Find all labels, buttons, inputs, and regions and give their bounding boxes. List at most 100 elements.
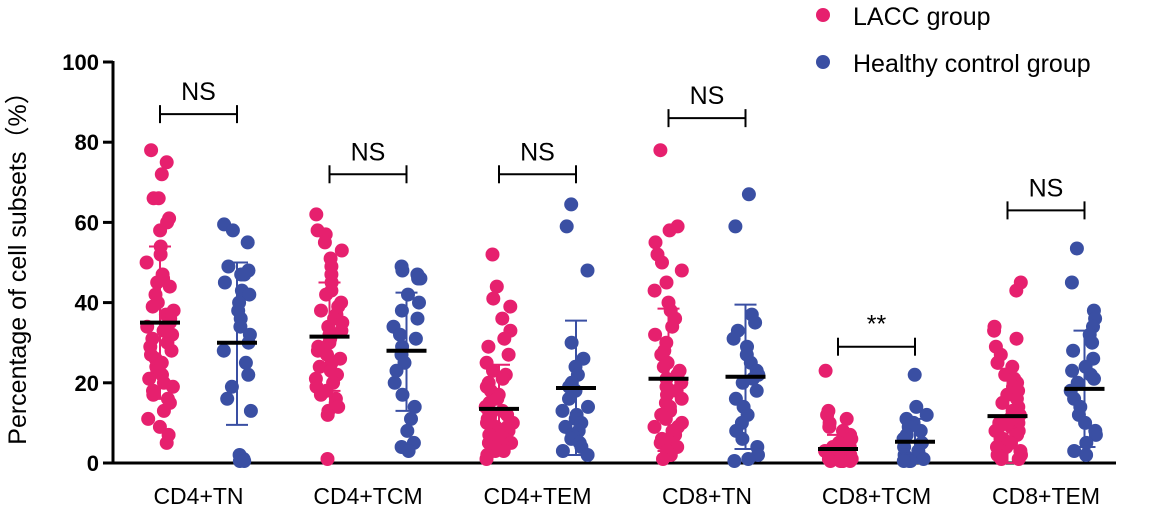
- data-point: [674, 263, 689, 278]
- x-category-label: CD4+TN: [153, 483, 243, 509]
- significance-label: NS: [181, 78, 216, 106]
- data-point: [317, 235, 332, 250]
- data-point: [1069, 241, 1084, 256]
- data-point: [648, 235, 663, 250]
- data-point: [748, 315, 763, 330]
- data-point: [1087, 371, 1101, 386]
- data-point: [653, 143, 668, 158]
- data-point: [1009, 283, 1024, 298]
- data-point: [659, 275, 674, 290]
- data-point: [727, 454, 742, 468]
- y-tick-label: 0: [87, 451, 99, 476]
- data-point: [479, 452, 494, 466]
- data-point: [580, 263, 595, 278]
- data-point: [314, 303, 328, 318]
- data-point: [220, 391, 235, 406]
- data-point: [741, 452, 756, 466]
- data-point: [242, 287, 257, 302]
- data-point: [990, 355, 1005, 370]
- legend-marker-lacc: [816, 8, 830, 22]
- data-point: [655, 255, 669, 270]
- data-point: [237, 454, 252, 468]
- data-point: [312, 359, 327, 374]
- significance-label: NS: [520, 138, 555, 166]
- data-point: [486, 291, 501, 306]
- data-point: [162, 279, 177, 294]
- data-point: [1066, 343, 1081, 358]
- data-point: [145, 299, 160, 314]
- data-point: [741, 187, 756, 202]
- data-point: [818, 363, 833, 378]
- x-category-label: CD8+TCM: [822, 483, 931, 509]
- data-point: [387, 375, 402, 390]
- x-category-label: CD4+TEM: [484, 483, 592, 509]
- data-point: [749, 383, 764, 398]
- data-point: [728, 219, 743, 234]
- data-point: [139, 255, 154, 270]
- data-point: [497, 331, 512, 346]
- data-point: [822, 419, 837, 434]
- y-axis-title: Percentage of cell subsets（%）: [4, 79, 32, 444]
- data-point: [1064, 275, 1079, 290]
- significance-label: NS: [690, 82, 725, 110]
- legend-label-lacc: LACC group: [853, 3, 991, 31]
- data-point: [647, 419, 662, 434]
- data-point: [150, 275, 165, 290]
- data-point: [141, 411, 156, 426]
- data-point: [156, 403, 171, 418]
- data-point: [165, 379, 180, 394]
- data-point: [839, 411, 854, 426]
- data-point: [401, 444, 416, 458]
- data-point: [1085, 335, 1100, 350]
- data-point: [237, 267, 252, 282]
- data-point: [896, 454, 911, 468]
- significance-label: NS: [351, 138, 386, 166]
- data-point: [408, 331, 423, 346]
- data-point: [909, 399, 924, 414]
- data-point: [486, 363, 500, 378]
- data-point: [154, 167, 169, 182]
- data-point: [559, 219, 574, 234]
- data-point: [153, 223, 168, 238]
- data-point: [224, 379, 239, 394]
- data-point: [495, 371, 510, 386]
- data-point: [501, 347, 516, 362]
- y-tick-label: 60: [75, 210, 99, 235]
- data-point: [216, 343, 231, 358]
- data-point: [320, 452, 335, 466]
- data-point: [241, 367, 256, 382]
- data-point: [395, 263, 410, 278]
- data-point: [580, 448, 595, 462]
- data-point: [656, 452, 670, 466]
- data-point: [159, 435, 174, 450]
- data-point: [309, 207, 324, 222]
- data-point: [658, 411, 673, 426]
- data-point: [243, 403, 258, 418]
- data-point: [319, 287, 334, 302]
- data-point: [404, 411, 418, 426]
- legend-label-healthy: Healthy control group: [853, 50, 1091, 78]
- data-point: [907, 367, 922, 382]
- data-point: [164, 343, 179, 358]
- data-point: [995, 395, 1010, 410]
- data-point: [913, 423, 928, 438]
- data-point: [555, 403, 570, 418]
- data-point: [238, 355, 253, 370]
- significance-label: NS: [1029, 174, 1064, 202]
- y-tick-label: 80: [75, 130, 99, 155]
- data-point: [1009, 331, 1024, 346]
- data-point: [320, 407, 335, 422]
- data-point: [581, 399, 595, 414]
- data-point: [485, 247, 500, 262]
- y-tick-label: 40: [75, 291, 99, 316]
- data-point: [495, 311, 510, 326]
- x-category-label: CD8+TN: [662, 483, 752, 509]
- data-point: [489, 279, 504, 294]
- data-point: [823, 454, 838, 468]
- data-point: [1079, 448, 1094, 462]
- data-point: [735, 431, 750, 446]
- data-point: [393, 327, 407, 342]
- data-point: [400, 423, 415, 438]
- data-point: [142, 371, 157, 386]
